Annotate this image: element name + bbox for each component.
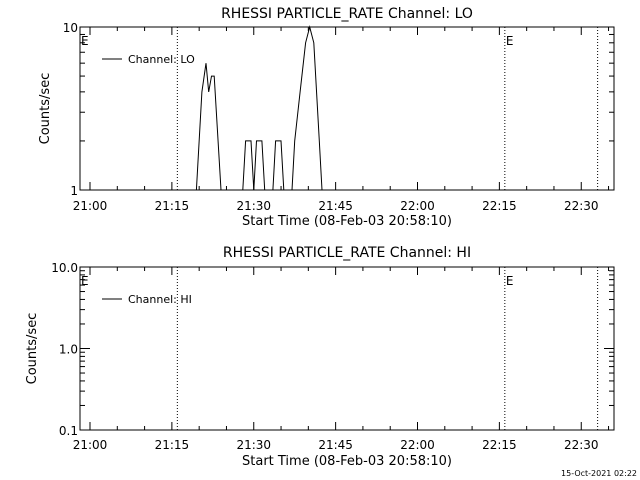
hi-channel-panel: RHESSI PARTICLE_RATE Channel: HI 21:00 21:…: [25, 245, 615, 469]
x-axis-label: Start Time (08-Feb-03 20:58:10): [242, 214, 452, 229]
time-marker-label: E: [81, 34, 89, 48]
legend-label: Channel: HI: [128, 293, 192, 306]
x-tick-label: 22:15: [482, 438, 517, 452]
x-tick-label: 22:00: [400, 438, 435, 452]
x-tick-label: 21:45: [318, 199, 353, 213]
x-tick-label: 21:15: [155, 438, 190, 452]
x-tick-label: 22:30: [564, 438, 599, 452]
y-axis-label: Counts/sec: [38, 73, 53, 145]
y-tick-label: 10.0: [51, 261, 78, 275]
x-tick-label: 21:00: [73, 438, 108, 452]
x-tick-label: 21:30: [236, 199, 271, 213]
series-line: [195, 25, 323, 191]
y-tick-label: 0.1: [59, 424, 78, 438]
y-tick-label: 1.0: [59, 343, 78, 357]
x-tick-label: 22:00: [400, 199, 435, 213]
chart-title: RHESSI PARTICLE_RATE Channel: LO: [221, 6, 473, 22]
footer-timestamp: 15-Oct-2021 02:22: [561, 469, 637, 478]
chart-title: RHESSI PARTICLE_RATE Channel: HI: [223, 245, 471, 261]
x-tick-label: 22:30: [564, 199, 599, 213]
time-marker-label: E: [81, 274, 89, 288]
x-tick-label: 21:00: [73, 199, 108, 213]
x-axis-label: Start Time (08-Feb-03 20:58:10): [242, 454, 452, 469]
time-marker-label: E: [506, 34, 514, 48]
y-tick-label: 1: [70, 184, 78, 198]
y-tick-label: 10: [63, 21, 78, 35]
x-tick-label: 21:45: [318, 438, 353, 452]
x-tick-label: 21:30: [236, 438, 271, 452]
y-axis-label: Counts/sec: [25, 313, 40, 385]
x-tick-label: 22:15: [482, 199, 517, 213]
lo-channel-panel: RHESSI PARTICLE_RATE Channel: LO 21:00 21:…: [38, 6, 615, 229]
x-tick-label: 21:15: [155, 199, 190, 213]
legend-label: Channel: LO: [128, 53, 195, 66]
time-marker-label: E: [506, 274, 514, 288]
